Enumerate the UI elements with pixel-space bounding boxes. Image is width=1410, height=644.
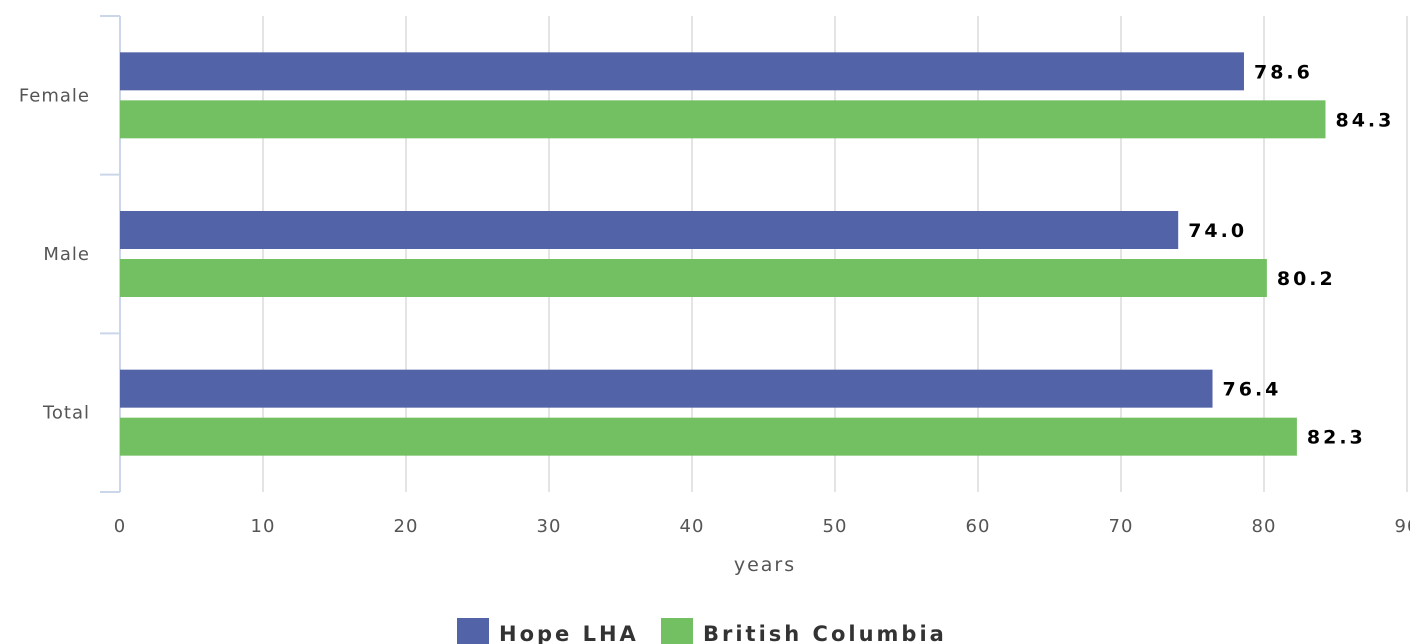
x-tick-label: 20 (394, 516, 419, 537)
legend-swatch (457, 618, 489, 644)
legend-item[interactable]: Hope LHA (457, 618, 639, 644)
bars (120, 52, 1326, 456)
bar (120, 211, 1179, 249)
y-axis (100, 15, 121, 493)
category-label: Female (19, 85, 90, 106)
legend-item[interactable]: British Columbia (661, 618, 947, 644)
x-tick-label: 70 (1109, 516, 1134, 537)
x-tick-label: 50 (823, 516, 848, 537)
x-tick-label: 0 (114, 516, 126, 537)
category-labels: Female Male Total (19, 85, 90, 424)
x-tick-label: 80 (1252, 516, 1277, 537)
x-tick-label: 30 (537, 516, 562, 537)
bar (120, 417, 1297, 456)
x-tick-label: 10 (251, 516, 276, 537)
data-label: 80.2 (1277, 268, 1336, 290)
bar (120, 52, 1244, 91)
bar (120, 369, 1213, 408)
legend-label: Hope LHA (499, 622, 639, 644)
data-label: 74.0 (1188, 220, 1247, 242)
bar (120, 259, 1267, 297)
category-label: Total (42, 403, 90, 424)
x-axis-title: years (734, 554, 796, 576)
x-tick-label: 40 (680, 516, 705, 537)
data-labels: 78.6 84.3 74.0 80.2 76.4 82.3 (1188, 61, 1394, 449)
data-label: 76.4 (1223, 379, 1282, 401)
category-label: Male (43, 244, 90, 265)
legend-label: British Columbia (703, 622, 947, 644)
x-tick-label: 90 (1395, 516, 1410, 537)
data-label: 84.3 (1335, 109, 1394, 131)
data-label: 82.3 (1307, 427, 1366, 449)
x-axis-ticks: 0 10 20 30 40 50 60 70 80 90 (114, 516, 1410, 537)
legend: Hope LHA British Columbia (457, 618, 947, 644)
x-tick-label: 60 (966, 516, 991, 537)
bar (120, 100, 1326, 139)
gridlines (262, 16, 1408, 492)
data-label: 78.6 (1254, 61, 1313, 83)
legend-swatch (661, 618, 693, 644)
